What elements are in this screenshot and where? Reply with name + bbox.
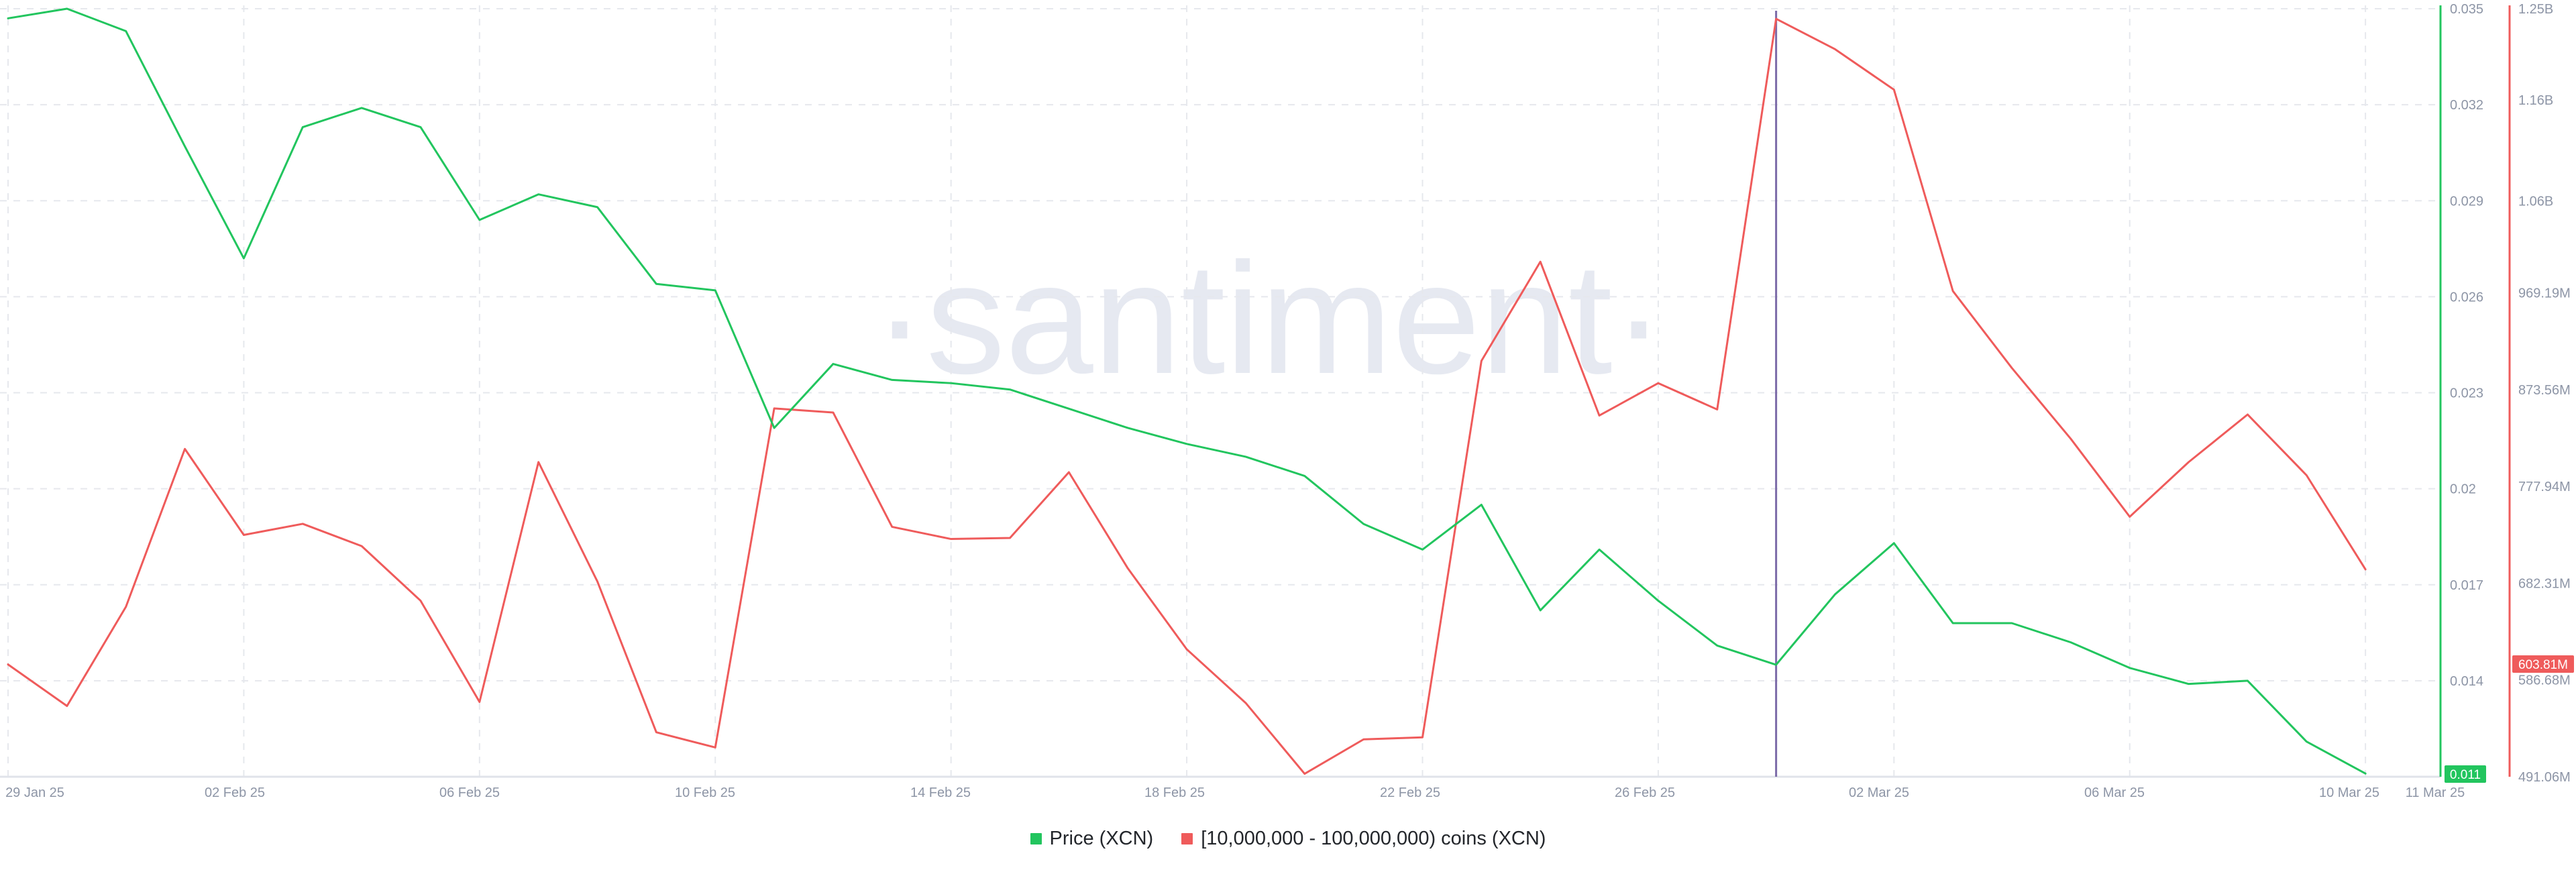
x-tick-label-7: 26 Feb 25 bbox=[1615, 785, 1675, 800]
holder-tick-label-2: 1.06B bbox=[2518, 195, 2553, 209]
price-axis-labels: 0.035 0.032 0.029 0.026 0.023 0.02 0.017 0.014 bbox=[2450, 2, 2483, 689]
price-legend-label: Price (XCN) bbox=[1049, 827, 1154, 849]
price-tick-label-0: 0.035 bbox=[2450, 2, 2483, 17]
holder-value-badge-text: 603.81M bbox=[2518, 658, 2568, 672]
price-tick-label-7: 0.014 bbox=[2450, 674, 2483, 689]
x-axis-labels: 29 Jan 25 02 Feb 25 06 Feb 25 10 Feb 25 14 F… bbox=[5, 785, 2465, 800]
x-tick-label-1: 02 Feb 25 bbox=[205, 785, 265, 800]
holder-tick-label-3: 969.19M bbox=[2518, 286, 2571, 301]
x-tick-label-8: 02 Mar 25 bbox=[1849, 785, 1909, 800]
price-tick-label-2: 0.029 bbox=[2450, 194, 2483, 209]
x-tick-label-6: 22 Feb 25 bbox=[1380, 785, 1440, 800]
holder-tick-label-4: 873.56M bbox=[2518, 383, 2571, 398]
holder-tick-label-6: 682.31M bbox=[2518, 576, 2571, 591]
holder-tick-label-0: 1.25B bbox=[2518, 2, 2553, 17]
legend-item-price[interactable]: Price (XCN) bbox=[1030, 827, 1154, 850]
x-tick-label-5: 18 Feb 25 bbox=[1144, 785, 1205, 800]
chart-legend: Price (XCN) [10,000,000 - 100,000,000) c… bbox=[0, 824, 2576, 853]
price-legend-swatch bbox=[1030, 832, 1042, 844]
price-value-badge-text: 0.011 bbox=[2450, 768, 2481, 782]
x-tick-label-0: 29 Jan 25 bbox=[5, 785, 64, 800]
price-tick-label-3: 0.026 bbox=[2450, 290, 2483, 305]
legend-item-holders[interactable]: [10,000,000 - 100,000,000) coins (XCN) bbox=[1181, 828, 1546, 850]
price-tick-label-6: 0.017 bbox=[2450, 578, 2483, 593]
x-tick-label-11: 11 Mar 25 bbox=[2406, 785, 2465, 800]
santiment-watermark: ·santiment· bbox=[873, 230, 1665, 407]
holder-legend-swatch bbox=[1181, 832, 1193, 844]
x-tick-label-3: 10 Feb 25 bbox=[675, 785, 735, 800]
series-points bbox=[7, 8, 2366, 774]
price-tick-label-4: 0.023 bbox=[2450, 386, 2483, 401]
holder-tick-label-1: 1.16B bbox=[2518, 93, 2553, 108]
holder-value-badge: 603.81M bbox=[2512, 655, 2574, 673]
x-tick-label-9: 06 Mar 25 bbox=[2084, 785, 2145, 800]
price-tick-label-5: 0.02 bbox=[2450, 482, 2476, 497]
holder-tick-label-5: 777.94M bbox=[2518, 480, 2571, 494]
x-tick-label-4: 14 Feb 25 bbox=[910, 785, 971, 800]
x-tick-label-10: 10 Mar 25 bbox=[2319, 785, 2379, 800]
x-tick-label-2: 06 Feb 25 bbox=[439, 785, 500, 800]
holder-legend-label: [10,000,000 - 100,000,000) coins (XCN) bbox=[1201, 827, 1546, 849]
price-tick-label-1: 0.032 bbox=[2450, 98, 2483, 113]
price-value-badge: 0.011 bbox=[2445, 765, 2486, 783]
holder-tick-label-7: 586.68M bbox=[2518, 673, 2571, 688]
holder-axis-labels: 1.25B 1.16B 1.06B 969.19M 873.56M 777.94M 682.… bbox=[2518, 2, 2571, 785]
grid-layer bbox=[0, 5, 2440, 777]
holder-tick-label-8: 491.06M bbox=[2518, 770, 2571, 785]
